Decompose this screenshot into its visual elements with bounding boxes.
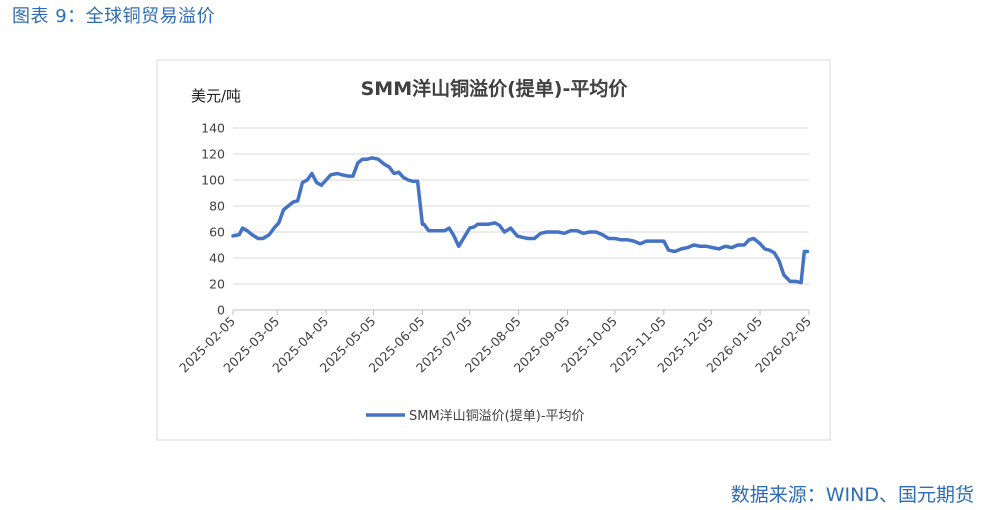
y-tick-label: 100 <box>201 173 225 188</box>
chart-frame <box>156 59 831 441</box>
y-tick-label: 0 <box>217 303 225 318</box>
y-unit-label: 美元/吨 <box>191 87 241 105</box>
y-tick-labels: 0 20 40 60 80 100 120 140 <box>201 121 225 318</box>
figure-title: 图表 9：全球铜贸易溢价 <box>12 6 216 27</box>
y-tick-label: 140 <box>201 121 225 136</box>
source-note: 数据来源：WIND、国元期货 <box>730 484 974 506</box>
y-tick-label: 120 <box>201 147 225 162</box>
legend-label: SMM洋山铜溢价(提单)-平均价 <box>409 408 585 424</box>
y-tick-label: 60 <box>209 225 225 240</box>
chart-title: SMM洋山铜溢价(提单)-平均价 <box>361 77 629 100</box>
y-tick-label: 40 <box>209 251 225 266</box>
legend: SMM洋山铜溢价(提单)-平均价 <box>366 408 585 424</box>
y-tick-label: 80 <box>209 199 225 214</box>
series-line <box>231 156 810 285</box>
gridlines <box>233 127 809 285</box>
y-tick-label: 20 <box>209 277 225 292</box>
